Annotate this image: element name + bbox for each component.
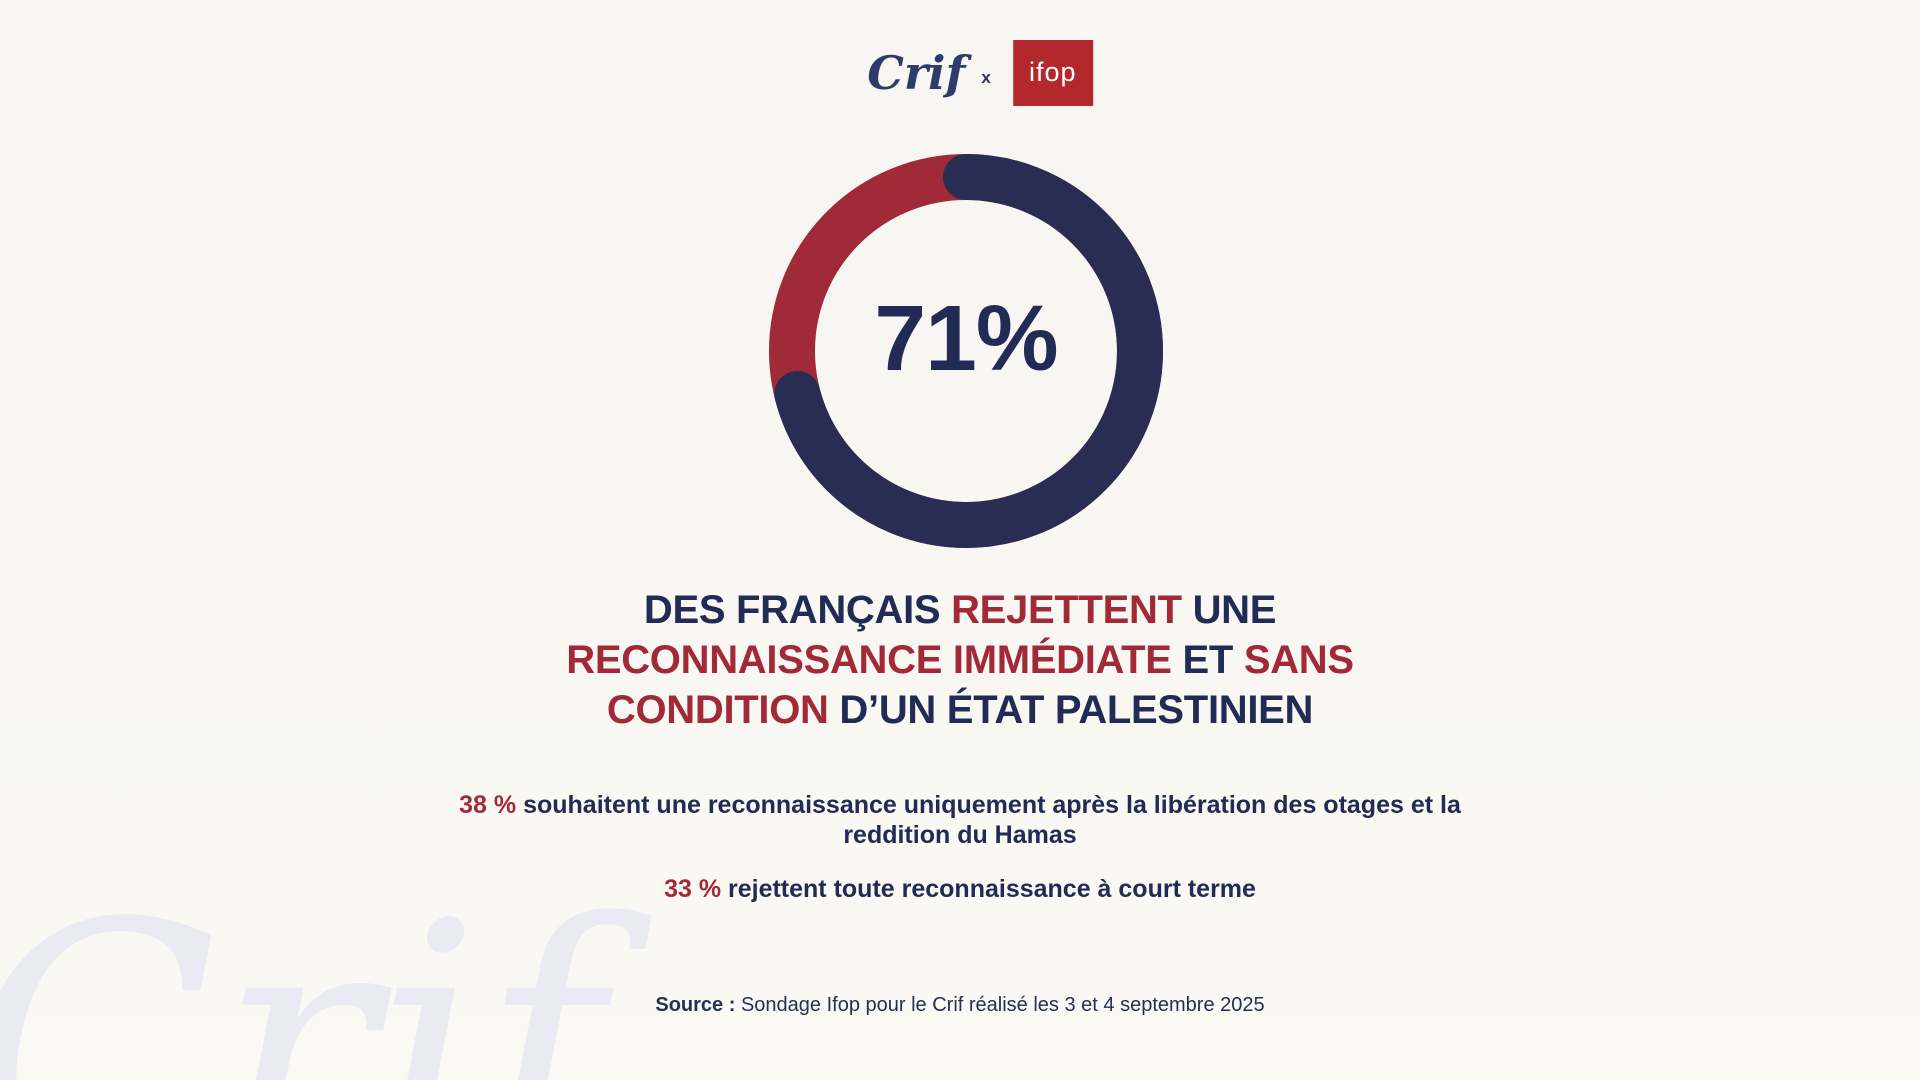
- headline-segment: ET: [1171, 638, 1244, 682]
- headline-segment-accent: SANS: [1243, 638, 1354, 682]
- stat-33-text: rejettent toute reconnaissance à court t…: [721, 875, 1256, 903]
- stats: 38 % souhaitent une reconnaissance uniqu…: [0, 790, 1920, 904]
- donut-value-arc: [769, 154, 1163, 548]
- headline-line-2: RECONNAISSANCE IMMÉDIATE ET SANS: [0, 635, 1920, 685]
- donut-svg: [769, 154, 1163, 548]
- headline-segment-accent: CONDITION: [606, 688, 829, 732]
- ifop-logo: ifop: [1012, 40, 1093, 106]
- headline-line-3: CONDITION D’UN ÉTAT PALESTINIEN: [0, 685, 1920, 735]
- headline-segment: D’UN ÉTAT PALESTINIEN: [828, 688, 1314, 732]
- logo-lockup: Crif x ifop: [867, 40, 1093, 106]
- headline: DES FRANÇAIS REJETTENT UNE RECONNAISSANC…: [0, 585, 1920, 735]
- headline-segment: DES FRANÇAIS: [643, 588, 952, 632]
- source-line: Source : Sondage Ifop pour le Crif réali…: [0, 994, 1920, 1017]
- headline-segment: UNE: [1181, 588, 1277, 632]
- source-text: Sondage Ifop pour le Crif réalisé les 3 …: [735, 994, 1265, 1016]
- stat-33: 33 % rejettent toute reconnaissance à co…: [0, 874, 1920, 904]
- stat-38: 38 % souhaitent une reconnaissance uniqu…: [420, 790, 1500, 850]
- donut-chart: 71%: [766, 151, 1166, 551]
- logo-separator: x: [981, 68, 991, 87]
- stat-33-percent: 33 %: [664, 875, 722, 903]
- source-label: Source :: [655, 994, 736, 1016]
- donut-center-value: 71%: [874, 285, 1058, 390]
- headline-line-1: DES FRANÇAIS REJETTENT UNE: [0, 585, 1920, 635]
- stat-38-percent: 38 %: [459, 791, 517, 819]
- stat-38-text: souhaitent une reconnaissance uniquement…: [516, 791, 1461, 849]
- headline-segment-accent: RECONNAISSANCE IMMÉDIATE: [566, 638, 1172, 682]
- crif-watermark: Crif: [0, 853, 603, 1080]
- crif-logo: Crif: [867, 46, 966, 100]
- headline-segment-accent: REJETTENT: [951, 588, 1182, 632]
- ifop-logo-text: ifop: [1029, 56, 1077, 87]
